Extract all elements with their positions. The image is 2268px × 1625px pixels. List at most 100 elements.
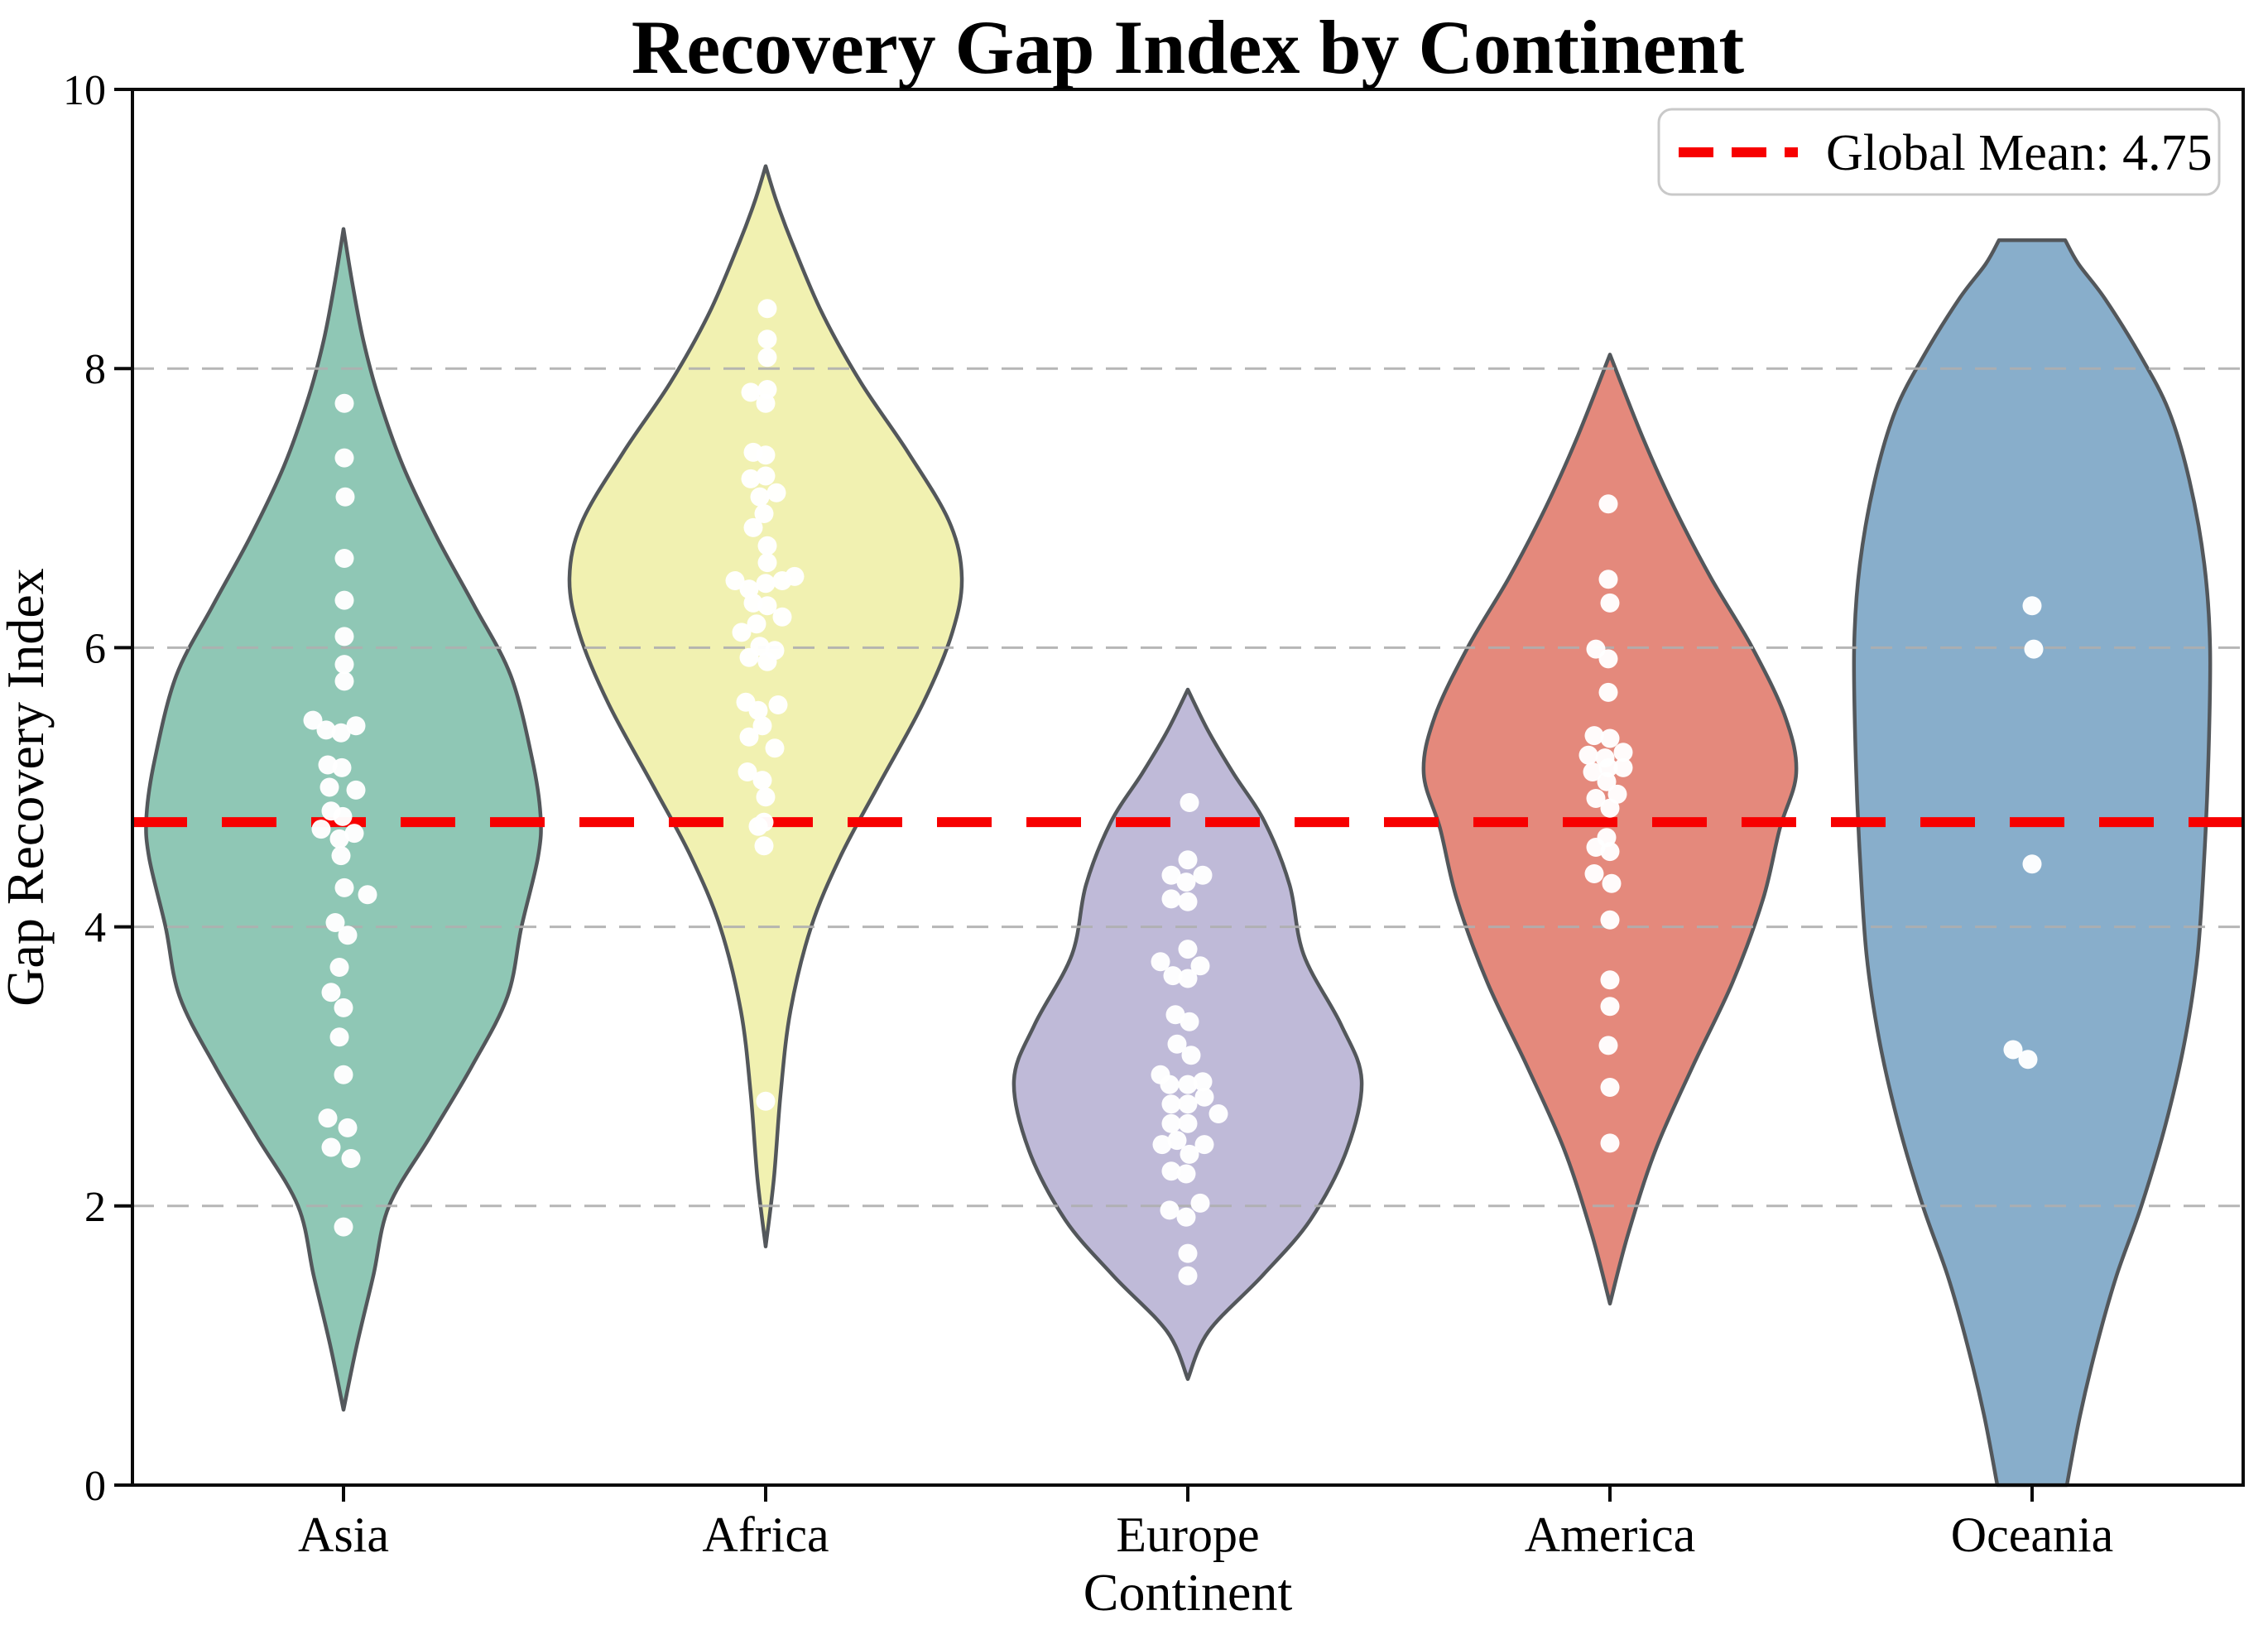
data-point — [1176, 1164, 1196, 1184]
data-point — [1178, 1075, 1198, 1094]
data-point — [2022, 596, 2042, 616]
data-point — [1178, 1113, 1198, 1133]
data-point — [1167, 1034, 1187, 1054]
data-point — [1602, 873, 1622, 893]
data-point — [335, 487, 355, 507]
data-point — [768, 695, 788, 714]
data-point — [757, 596, 777, 616]
data-point — [331, 723, 351, 743]
data-point — [1161, 889, 1181, 909]
data-point — [1586, 789, 1606, 808]
data-point — [329, 1027, 349, 1047]
data-point — [1167, 1131, 1187, 1151]
data-point — [1600, 842, 1620, 862]
data-point — [725, 571, 745, 590]
data-point — [1178, 850, 1198, 870]
data-point — [757, 348, 777, 368]
data-point — [1160, 1200, 1180, 1220]
data-point — [344, 824, 364, 844]
data-point — [1597, 772, 1617, 791]
data-point — [334, 655, 354, 675]
y-tick-label-2: 2 — [84, 1184, 106, 1231]
data-point — [346, 716, 366, 736]
y-tick-label-8: 8 — [84, 346, 106, 393]
x-tick-label-asia: Asia — [298, 1507, 389, 1562]
data-point — [748, 700, 768, 720]
data-point — [334, 1217, 353, 1237]
data-point — [750, 487, 770, 507]
data-point — [757, 329, 777, 349]
data-point — [1578, 745, 1598, 765]
y-tick-label-10: 10 — [63, 67, 106, 114]
data-point — [756, 393, 776, 413]
data-point — [1161, 865, 1181, 885]
x-axis-title: Continent — [1084, 1563, 1293, 1622]
data-point — [1160, 1075, 1180, 1094]
data-point — [334, 590, 354, 610]
data-point — [741, 382, 761, 402]
data-point — [1598, 649, 1618, 669]
data-point — [765, 738, 785, 758]
data-point — [754, 504, 774, 523]
data-point — [341, 1149, 361, 1168]
data-points-layer — [303, 299, 2044, 1286]
data-point — [1161, 1161, 1181, 1181]
data-point — [1178, 1243, 1198, 1263]
legend: Global Mean: 4.75 — [1657, 108, 2221, 196]
violin-europe — [1011, 687, 1364, 1382]
data-point — [338, 1118, 358, 1137]
data-point — [1600, 728, 1620, 748]
data-point — [1161, 1113, 1181, 1133]
data-point — [2022, 854, 2042, 874]
data-point — [757, 536, 777, 555]
data-point — [318, 1108, 338, 1128]
data-point — [1613, 743, 1633, 762]
data-point — [321, 1137, 341, 1157]
data-point — [1600, 970, 1620, 990]
data-point — [334, 549, 354, 568]
data-point — [329, 958, 349, 977]
data-point — [766, 483, 786, 502]
data-point — [1178, 892, 1198, 911]
data-point — [321, 983, 341, 1002]
data-point — [358, 885, 377, 905]
data-point — [1583, 762, 1602, 781]
y-tick-label-4: 4 — [84, 905, 106, 952]
data-point — [1151, 952, 1170, 972]
data-point — [311, 820, 331, 839]
violins-layer — [144, 164, 2213, 1488]
data-point — [1584, 726, 1604, 746]
data-point — [1613, 757, 1633, 777]
x-tick-label-america: America — [1525, 1507, 1696, 1562]
data-point — [741, 469, 761, 488]
data-point — [316, 720, 336, 740]
data-point — [756, 1091, 776, 1111]
data-point — [1584, 864, 1604, 883]
data-point — [325, 913, 345, 932]
data-point — [1600, 1078, 1620, 1097]
data-point — [1165, 1005, 1185, 1025]
data-point — [329, 829, 349, 849]
data-point — [752, 771, 772, 791]
data-point — [1178, 1094, 1198, 1114]
data-point — [772, 571, 792, 590]
data-point — [757, 553, 777, 573]
x-tick-label-africa: Africa — [702, 1507, 829, 1562]
gridlines-layer — [132, 367, 2243, 1208]
data-point — [334, 998, 353, 1017]
data-point — [334, 671, 354, 691]
data-point — [1193, 1072, 1213, 1092]
data-point — [754, 836, 774, 856]
legend-label: Global Mean: 4.75 — [1826, 125, 2213, 181]
data-point — [303, 710, 323, 730]
data-point — [1180, 793, 1199, 812]
data-point — [739, 647, 759, 667]
data-point — [756, 445, 776, 465]
y-tick-label-0: 0 — [84, 1463, 106, 1510]
data-point — [1194, 1087, 1214, 1107]
data-point — [2003, 1040, 2023, 1060]
data-point — [757, 299, 777, 319]
data-point — [320, 777, 339, 797]
